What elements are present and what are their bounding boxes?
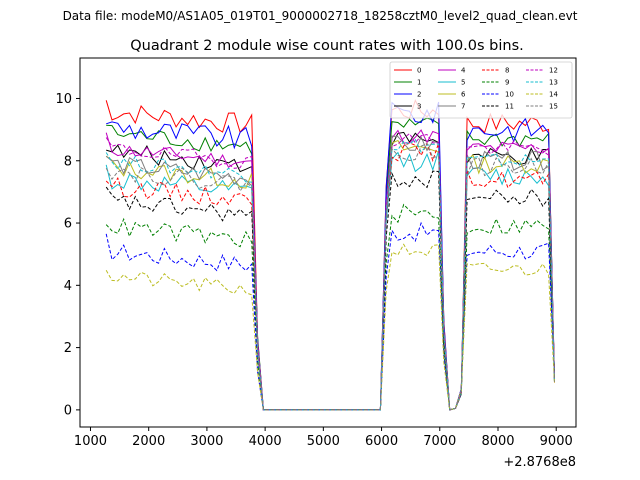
x-tick-label: 7000 — [423, 434, 456, 449]
legend-label-10: 10 — [505, 91, 514, 99]
series-layer — [105, 99, 555, 411]
y-tick-label: 4 — [64, 279, 72, 294]
suptitle: Data file: modeM0/AS1A05_019T01_90000027… — [63, 9, 578, 23]
series-line-14 — [105, 243, 555, 411]
legend-label-1: 1 — [417, 79, 421, 87]
plot-frame — [79, 57, 577, 428]
legend-label-13: 13 — [549, 79, 558, 87]
legend-label-12: 12 — [549, 67, 558, 75]
y-tick-label: 10 — [55, 92, 72, 107]
legend-label-2: 2 — [417, 91, 421, 99]
y-tick-label: 8 — [64, 154, 72, 169]
axis-layer: 1000 2000 3000 4000 5000 6000 7000 8000 9000 0 2 4 6… — [55, 92, 572, 449]
x-tick-label: 5000 — [307, 434, 340, 449]
y-tick-label: 6 — [64, 217, 72, 232]
legend-label-5: 5 — [461, 79, 465, 87]
legend-label-6: 6 — [461, 91, 466, 99]
series-line-11 — [105, 170, 555, 411]
series-line-2 — [106, 101, 555, 411]
y-tick-label: 0 — [64, 403, 72, 418]
plot-area — [80, 58, 576, 427]
series-line-12 — [105, 132, 555, 411]
x-tick-label: 2000 — [132, 434, 165, 449]
series-line-10 — [105, 221, 555, 411]
legend-label-14: 14 — [549, 91, 558, 99]
legend-label-9: 9 — [505, 79, 509, 87]
legend-label-7: 7 — [461, 103, 465, 111]
legend-label-0: 0 — [417, 67, 421, 75]
legend-label-11: 11 — [505, 103, 514, 111]
x-tick-label: 8000 — [481, 434, 514, 449]
legend-label-15: 15 — [549, 103, 558, 111]
y-tick-label: 2 — [64, 341, 72, 356]
x-offset-label: +2.8768e8 — [503, 455, 576, 470]
legend-label-4: 4 — [461, 67, 466, 75]
legend-label-8: 8 — [505, 67, 509, 75]
x-tick-label: 4000 — [249, 434, 282, 449]
x-tick-label: 1000 — [74, 434, 107, 449]
x-tick-label: 3000 — [190, 434, 223, 449]
legend-frame — [389, 61, 573, 119]
series-line-15 — [105, 142, 555, 411]
chart-title: Quadrant 2 module wise count rates with … — [130, 38, 524, 54]
legend-label-3: 3 — [417, 103, 421, 111]
x-tick-label: 6000 — [365, 434, 398, 449]
x-tick-label: 9000 — [540, 434, 573, 449]
